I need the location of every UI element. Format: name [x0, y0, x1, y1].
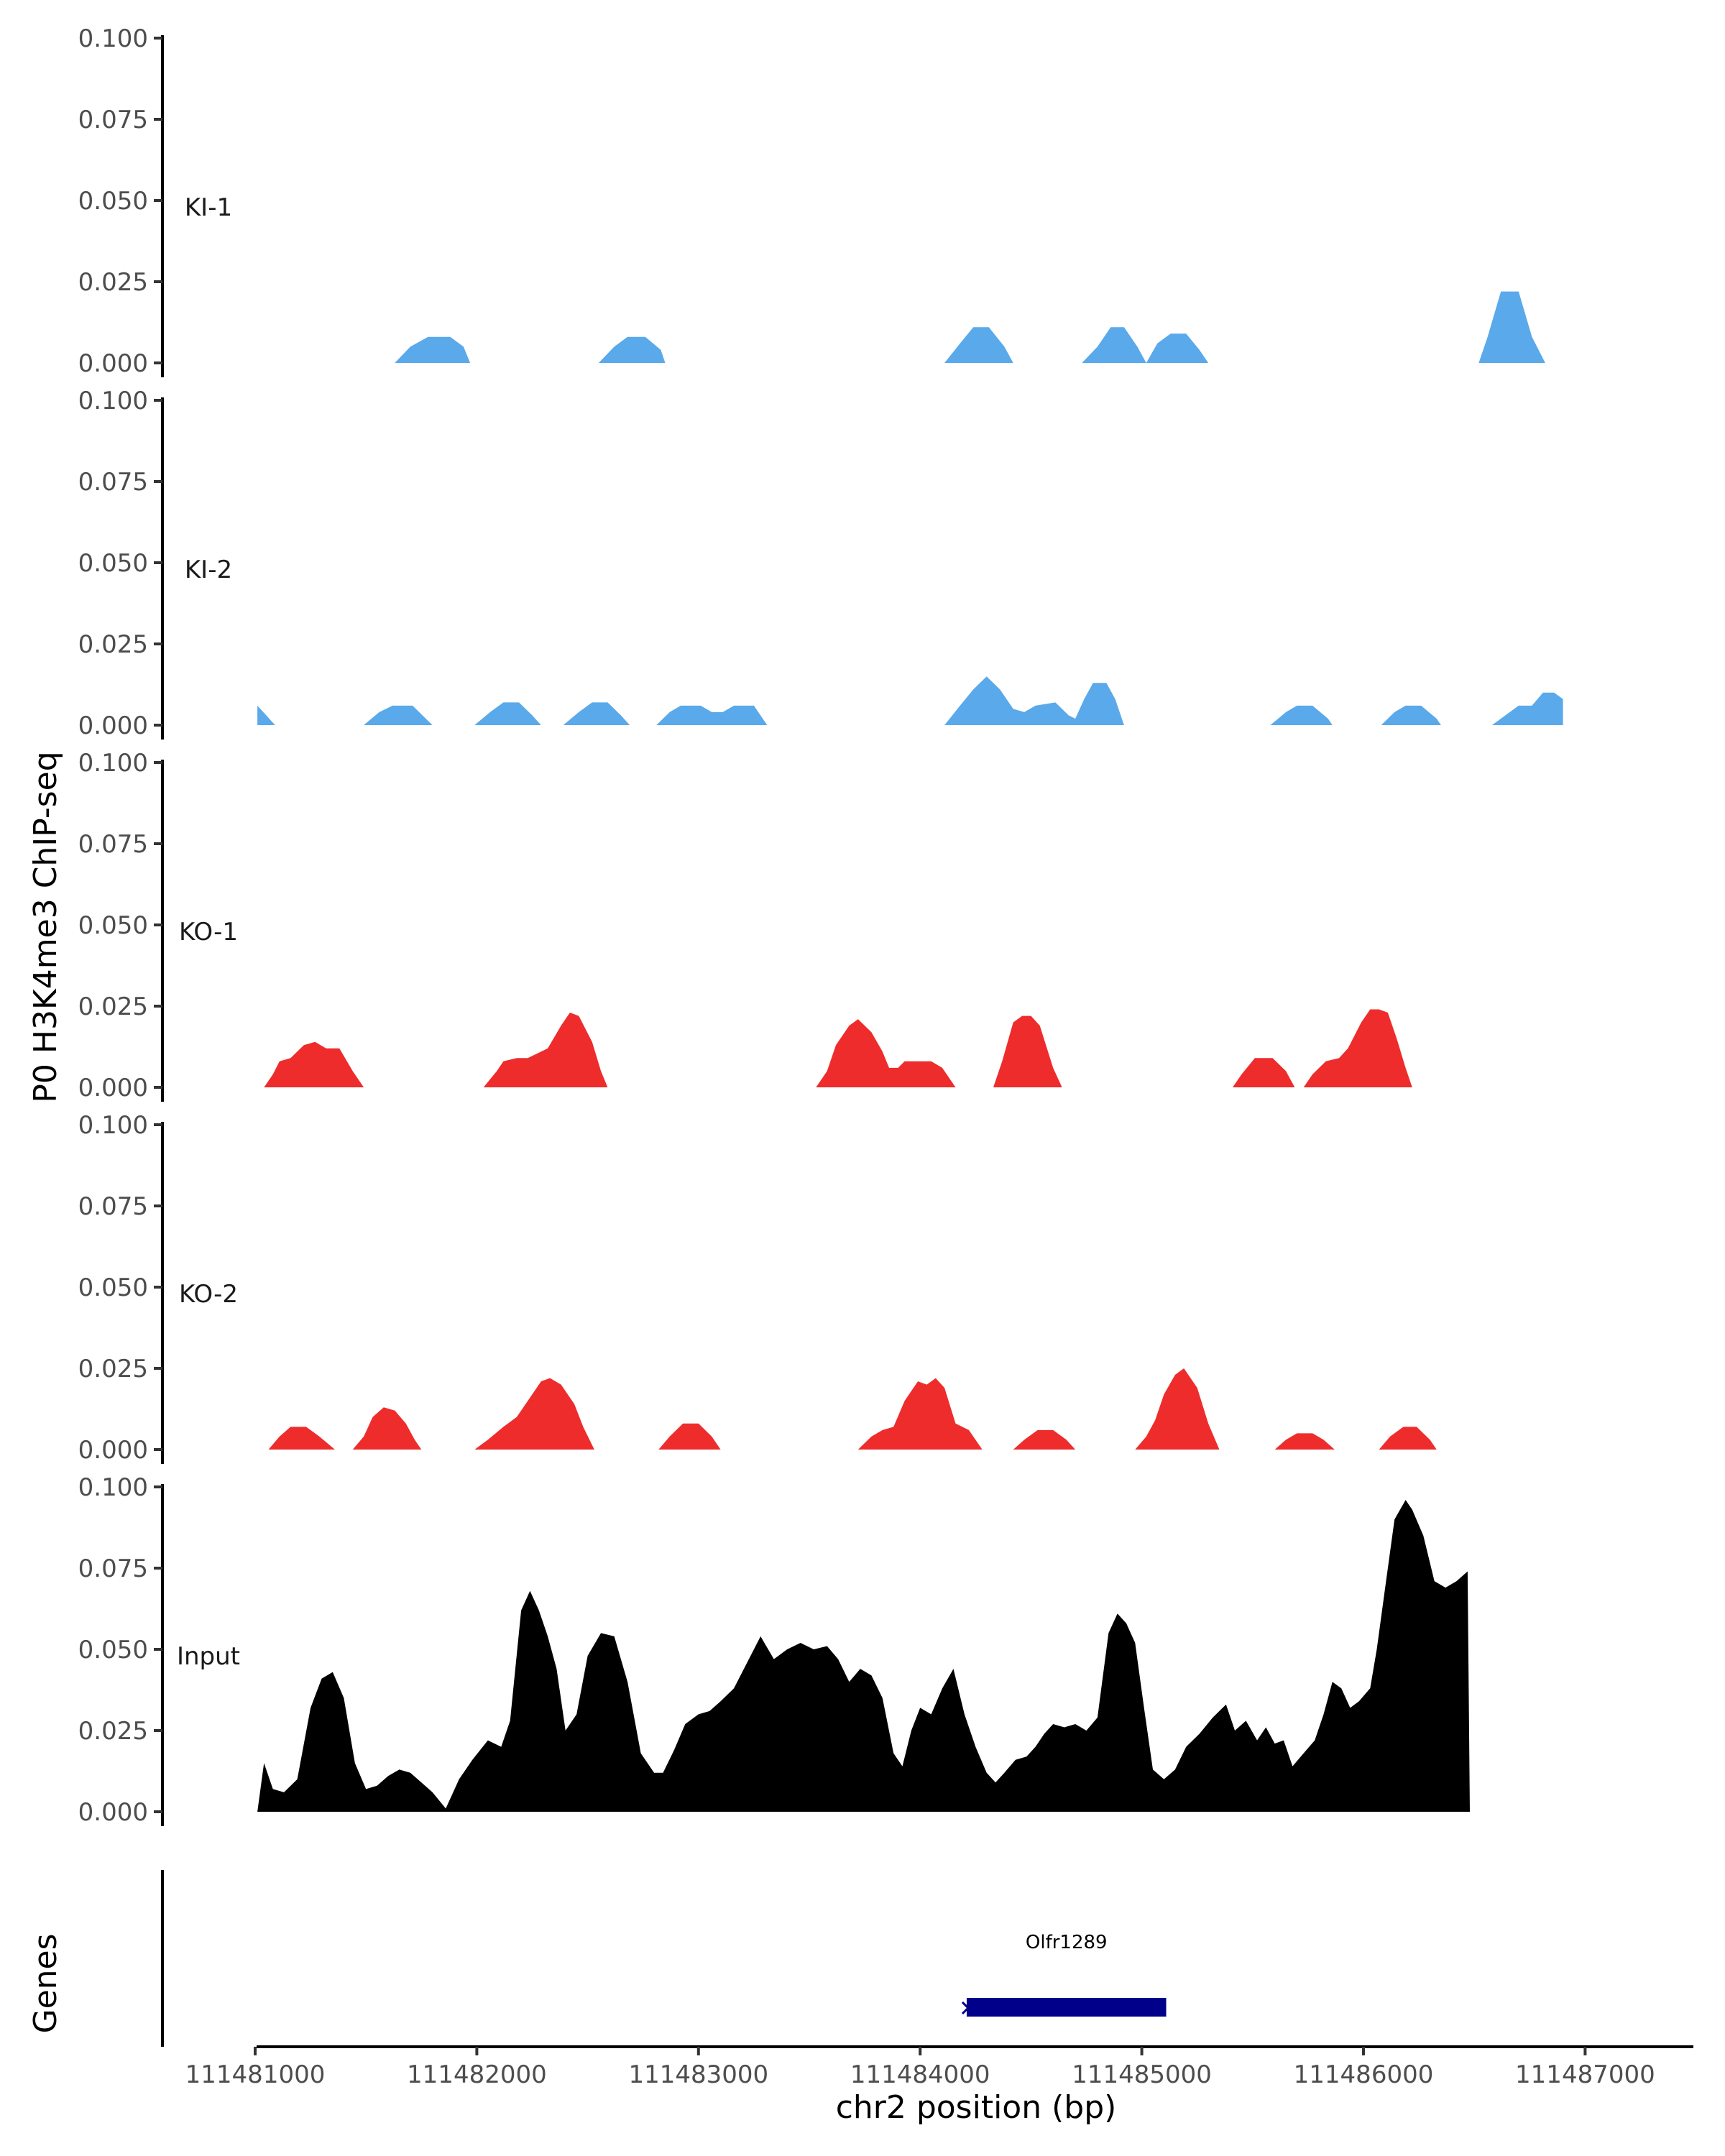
x-tick-label: 111485000 — [1072, 2060, 1212, 2089]
y-tick-label: 0.025 — [78, 1717, 148, 1746]
signal-peak — [1491, 692, 1563, 725]
y-tick-label: 0.000 — [78, 711, 148, 740]
signal-peak — [264, 1041, 364, 1087]
y-tick-label: 0.075 — [78, 106, 148, 134]
x-axis: 111481000 111482000 111483000 111484000 1114… — [185, 2045, 1693, 2089]
x-tick-label: 111487000 — [1515, 2060, 1655, 2089]
signal-peak — [857, 1378, 983, 1450]
signal-peak — [563, 702, 630, 725]
y-tick-label: 0.025 — [78, 268, 148, 297]
signal-peak — [1082, 327, 1209, 363]
x-tick-label: 111481000 — [185, 2060, 326, 2089]
track-label: KO-1 — [179, 918, 238, 946]
x-tick-label: 111483000 — [628, 2060, 768, 2089]
track-label: KO-2 — [179, 1280, 238, 1309]
y-tick-label: 0.000 — [78, 349, 148, 378]
y-tick-label: 0.000 — [78, 1436, 148, 1465]
signal-peak — [268, 1427, 335, 1450]
y-axis-title: P0 H3K4me3 ChIP-seq — [27, 751, 64, 1102]
signal-peak — [474, 702, 541, 725]
y-tick-label: 0.050 — [78, 1636, 148, 1664]
y-tick-label: 0.050 — [78, 187, 148, 216]
y-tick-label: 0.025 — [78, 992, 148, 1021]
signal-peak — [816, 1019, 956, 1087]
signal-peak — [257, 705, 275, 725]
x-tick-label: 111486000 — [1294, 2060, 1434, 2089]
signal-peak — [1303, 1009, 1412, 1087]
signal-peak — [364, 705, 433, 725]
gene-panel: Olfr1289 — [161, 1870, 1167, 2047]
track-label: KI-2 — [185, 556, 232, 584]
signal-peak — [1379, 1427, 1437, 1450]
track-ko-2: 0.000 0.025 0.050 0.075 0.100 KO-2 — [78, 1111, 1437, 1465]
track-input: 0.000 0.025 0.050 0.075 0.100 Input — [78, 1473, 1471, 1827]
signal-peak — [599, 336, 666, 363]
signal-peak — [1478, 291, 1545, 363]
gene-body — [966, 1998, 1167, 2017]
y-tick-label: 0.075 — [78, 468, 148, 497]
y-tick-label: 0.100 — [78, 1111, 148, 1140]
track-ko-1: 0.000 0.025 0.050 0.075 0.100 KO-1 — [78, 749, 1412, 1102]
y-tick-label: 0.050 — [78, 1273, 148, 1302]
signal-peak — [1274, 1433, 1335, 1450]
track-label: Input — [177, 1642, 240, 1671]
gene-name-label: Olfr1289 — [1026, 1932, 1108, 1953]
signal-peak — [656, 705, 768, 725]
signal-peak — [993, 1015, 1062, 1087]
strand-arrow-icon — [961, 2001, 970, 2015]
track-label: KI-1 — [185, 193, 232, 222]
y-tick-label: 0.050 — [78, 549, 148, 578]
signal-peak — [944, 676, 1124, 725]
signal-peak — [658, 1423, 721, 1450]
y-tick-label: 0.100 — [78, 387, 148, 415]
signal-peak — [257, 1500, 1471, 1812]
x-tick-label: 111484000 — [850, 2060, 990, 2089]
y-tick-label: 0.075 — [78, 1554, 148, 1583]
y-tick-label: 0.075 — [78, 830, 148, 859]
signal-peak — [1233, 1058, 1295, 1087]
y-tick-label: 0.025 — [78, 630, 148, 659]
y-tick-label: 0.100 — [78, 24, 148, 53]
signal-peak — [1013, 1429, 1076, 1450]
y-tick-label: 0.000 — [78, 1798, 148, 1827]
signal-peak — [474, 1378, 594, 1450]
signal-peak — [395, 336, 471, 363]
track-ki-1: 0.000 0.025 0.050 0.075 0.100 KI-1 — [78, 24, 1545, 378]
signal-peak — [483, 1013, 608, 1087]
signal-peak — [944, 327, 1013, 363]
genes-axis-title: Genes — [27, 1933, 64, 2033]
track-ki-2: 0.000 0.025 0.050 0.075 0.100 KI-2 — [78, 387, 1563, 740]
signal-peak — [1381, 705, 1441, 725]
x-axis-title: chr2 position (bp) — [836, 2089, 1117, 2126]
y-tick-label: 0.025 — [78, 1355, 148, 1383]
track-panels: 0.0000.0250.0500.0750.100KI-10.0000.0250… — [78, 24, 1563, 1827]
y-tick-label: 0.100 — [78, 749, 148, 778]
y-tick-label: 0.050 — [78, 911, 148, 940]
y-tick-label: 0.100 — [78, 1473, 148, 1502]
y-tick-label: 0.075 — [78, 1192, 148, 1221]
signal-peak — [1135, 1368, 1220, 1450]
x-tick-label: 111482000 — [407, 2060, 547, 2089]
y-tick-label: 0.000 — [78, 1074, 148, 1102]
signal-peak — [352, 1407, 422, 1450]
signal-peak — [1270, 705, 1333, 725]
